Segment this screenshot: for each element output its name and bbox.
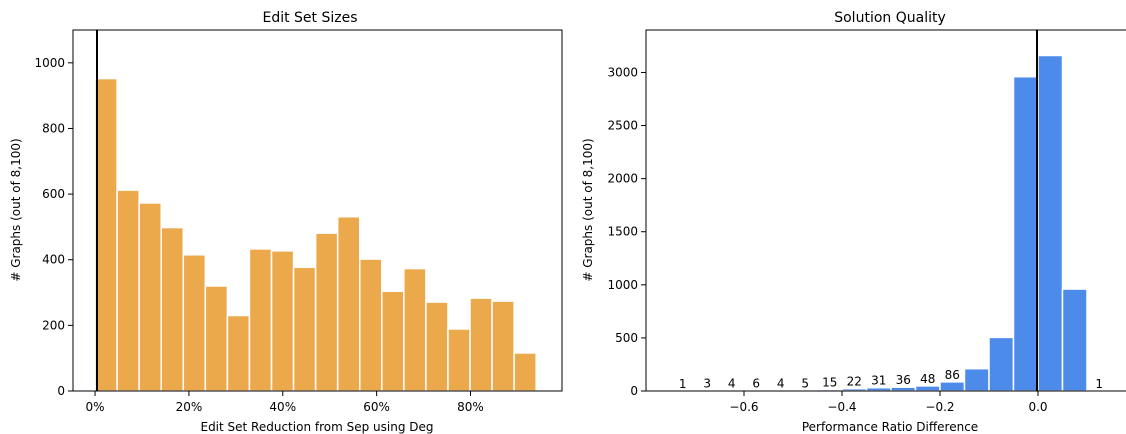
bar-label: 4 [728,377,736,391]
bar [292,266,317,392]
bar [314,232,339,392]
chart-title: Edit Set Sizes [262,10,357,26]
bar [336,215,361,392]
x-tick-label: −0.4 [827,400,856,414]
x-ticks: −0.6 −0.4 −0.2 0.0 [729,391,1048,414]
bars [94,77,537,392]
bar [988,336,1015,392]
bar [890,386,917,392]
chart-title: Solution Quality [834,10,946,26]
y-tick-label: 0 [630,384,638,398]
x-tick-label: 40% [269,400,296,414]
x-tick-label: 0% [86,400,105,414]
plot-frame [645,29,1126,392]
bar-label: 86 [945,368,960,382]
bar-label: 3 [703,377,711,391]
x-ticks: 0% 20% 40% 60% 80% [86,391,484,414]
bar-label: 36 [896,373,911,387]
y-tick-label: 2500 [607,119,638,133]
x-tick-label: 0.0 [1028,400,1047,414]
y-tick-label: 2000 [607,172,638,186]
y-tick-label: 400 [42,253,65,267]
bar [160,226,185,392]
bar-label: 5 [801,376,809,390]
bar [116,189,140,392]
chart-edit-set-sizes: Edit Set Sizes 0% 20% 40% 60% 80% 0 200 400 600… [9,10,563,434]
bars [669,54,1113,392]
x-tick-label: 20% [176,400,203,414]
bar [469,297,493,392]
x-tick-label: 60% [363,400,390,414]
y-ticks: 0 200 400 600 800 1000 [34,56,73,398]
bar [204,285,229,392]
bar [1012,75,1039,392]
bar [381,290,405,392]
bar [182,254,207,392]
y-tick-label: 200 [42,318,65,332]
bar-label: 1 [679,377,687,391]
bar-label: 4 [777,377,785,391]
y-tick-label: 1000 [607,278,638,292]
y-ticks: 0 500 1000 1500 2000 2500 3000 [607,65,646,398]
x-tick-label: −0.6 [729,400,758,414]
bar [914,385,941,392]
y-tick-label: 600 [42,187,65,201]
bar-label: 1 [1095,377,1103,391]
x-tick-label: 80% [457,400,484,414]
bar [226,314,251,392]
bar-label: 31 [871,374,886,388]
bar-label: 15 [822,375,837,389]
bar [425,301,449,392]
y-axis-label: # Graphs (out of 8,100) [581,138,595,281]
chart-solution-quality: Solution Quality 1 3 4 6 4 5 15 22 31 36 48 86 1 −0.… [581,10,1126,434]
bar [963,367,990,392]
bar [447,328,471,392]
x-axis-label: Edit Set Reduction from Sep using Deg [200,420,433,434]
bar [358,258,383,392]
y-tick-label: 3000 [607,65,638,79]
bar-labels: 1 3 4 6 4 5 15 22 31 36 48 86 1 [679,368,1103,391]
x-tick-label: −0.2 [925,400,954,414]
y-tick-label: 1500 [607,225,638,239]
bar [270,250,295,392]
y-axis-label: # Graphs (out of 8,100) [9,138,23,281]
y-tick-label: 0 [57,384,65,398]
bar [138,202,162,392]
bar [939,381,966,392]
plot-frame [72,29,563,392]
y-tick-label: 1000 [34,56,65,70]
bar [94,77,118,392]
bar [1037,54,1064,392]
bar-label: 22 [847,375,862,389]
bar-label: 48 [920,372,935,386]
bar-label: 6 [752,376,760,390]
bar [248,248,273,392]
bar [513,352,537,392]
x-axis-label: Performance Ratio Difference [802,420,978,434]
y-tick-label: 800 [42,121,65,135]
y-tick-label: 500 [615,331,638,345]
bar [1061,288,1088,392]
bar [403,267,427,392]
bar [491,300,515,392]
